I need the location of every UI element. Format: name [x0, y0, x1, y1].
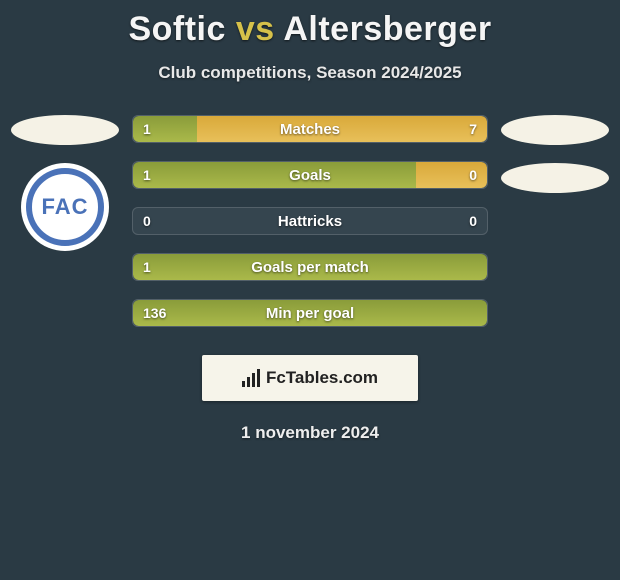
date-text: 1 november 2024	[0, 423, 620, 443]
brand-watermark: FcTables.com	[202, 355, 418, 401]
stat-row: 136Min per goal	[132, 299, 488, 327]
stat-bars: 17Matches 10Goals 0 0Hattricks 1Goals per ma…	[124, 115, 496, 327]
stat-value-right: 0	[459, 208, 487, 234]
player2-name: Altersberger	[283, 10, 491, 48]
brand-bars-icon	[242, 369, 260, 387]
right-column	[496, 115, 614, 193]
player1-name: Softic	[128, 10, 225, 48]
stat-fill-right	[197, 116, 487, 142]
stat-label: Hattricks	[133, 208, 487, 234]
stat-row: 17Matches	[132, 115, 488, 143]
comparison-content: FAC 17Matches 10Goals 0 0Hattricks 1Goals pe…	[0, 115, 620, 327]
subtitle: Club competitions, Season 2024/2025	[0, 63, 620, 83]
left-column: FAC	[6, 115, 124, 251]
stat-fill-left	[133, 116, 197, 142]
stat-fill-left	[133, 300, 487, 326]
vs-text: vs	[236, 10, 275, 48]
brand-text: FcTables.com	[266, 368, 378, 388]
player1-club-badge: FAC	[21, 163, 109, 251]
stat-row: 1Goals per match	[132, 253, 488, 281]
page-title: Softic vs Altersberger	[0, 0, 620, 49]
stat-row: 10Goals	[132, 161, 488, 189]
stat-fill-right	[416, 162, 487, 188]
stat-fill-left	[133, 162, 416, 188]
player2-club-placeholder	[501, 163, 609, 193]
stat-value-left: 0	[133, 208, 161, 234]
player1-avatar-placeholder	[11, 115, 119, 145]
stat-fill-left	[133, 254, 487, 280]
player2-avatar-placeholder	[501, 115, 609, 145]
badge-text: FAC	[42, 194, 89, 220]
stat-row: 0 0Hattricks	[132, 207, 488, 235]
